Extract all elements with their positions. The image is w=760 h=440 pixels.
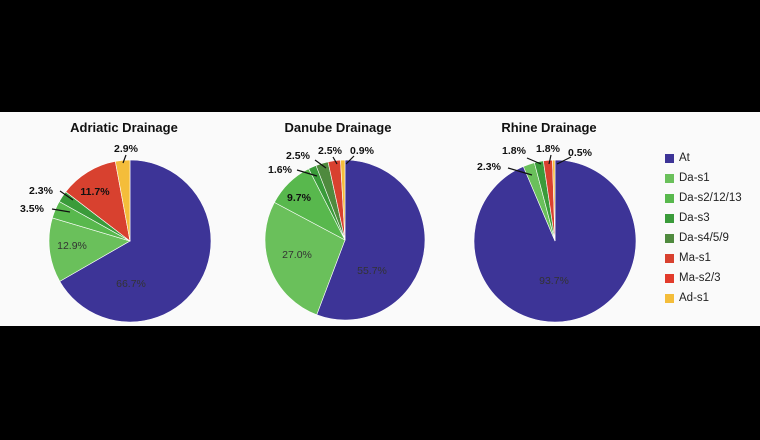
legend-swatch — [665, 273, 674, 283]
legend-swatch — [665, 193, 674, 203]
leader-line — [345, 155, 355, 165]
legend-item-ma-s2-3: Ma-s2/3 — [665, 268, 760, 288]
legend-label: Da-s3 — [679, 212, 710, 224]
legend-label: Ad-s1 — [679, 292, 710, 304]
pie-charts: Adriatic Drainage 66.7% 12.9% 3.5% 2.3% 11.7%… — [20, 120, 637, 323]
legend-label: At — [679, 152, 690, 164]
pie-slice-ad-s1 — [552, 159, 556, 242]
slice-label-da-s1: 2.3% — [477, 161, 502, 173]
pie-adriatic-drainage: Adriatic Drainage 66.7% 12.9% 3.5% 2.3% 11.7%… — [20, 120, 212, 323]
slice-label-ma-s1: 1.8% — [536, 143, 561, 155]
legend-item-at: At — [665, 148, 760, 168]
leader-line — [332, 156, 338, 165]
pie-slice-da-s1 — [48, 217, 131, 282]
leader-line — [556, 156, 572, 165]
leader-line — [122, 154, 127, 164]
legend-label: Ma-s2/3 — [679, 272, 721, 284]
leader-line — [548, 154, 552, 165]
pie-slice-ad-s1 — [114, 159, 131, 242]
leader-line — [526, 157, 542, 165]
slice-label-ad-s1: 2.9% — [114, 143, 139, 155]
legend-item-da-s3: Da-s3 — [665, 208, 760, 228]
slice-label-da-s3: 1.6% — [268, 164, 293, 176]
legend-swatch — [665, 253, 674, 263]
legend-label: Ma-s1 — [679, 252, 711, 264]
slice-label-da-s3: 1.8% — [502, 145, 527, 157]
chart-title: Danube Drainage — [285, 120, 392, 135]
legend-item-da-s2-12-13: Da-s2/12/13 — [665, 188, 760, 208]
slice-label-da-s2-12-13: 3.5% — [20, 203, 45, 215]
legend-label: Da-s4/5/9 — [679, 232, 729, 244]
slice-label-at: 93.7% — [539, 275, 569, 287]
slice-label-da-s4-5-9: 2.5% — [286, 150, 311, 162]
legend-item-da-s1: Da-s1 — [665, 168, 760, 188]
legend-swatch — [665, 153, 674, 163]
legend-item-ma-s1: Ma-s1 — [665, 248, 760, 268]
leader-line — [51, 208, 71, 213]
figure-panel: Adriatic Drainage 66.7% 12.9% 3.5% 2.3% 11.7%… — [0, 112, 760, 326]
leader-line — [507, 167, 533, 176]
leader-line — [296, 169, 318, 177]
pie-slice-at — [59, 159, 212, 323]
chart-title: Rhine Drainage — [501, 120, 596, 135]
slice-label-ma-s1: 2.5% — [318, 145, 343, 157]
legend-swatch — [665, 233, 674, 243]
legend-item-da-s4-5-9: Da-s4/5/9 — [665, 228, 760, 248]
leader-line — [314, 159, 327, 169]
slice-label-at: 66.7% — [116, 278, 146, 290]
slice-label-da-s1: 27.0% — [282, 249, 312, 261]
slice-label-da-s2-12-13: 9.7% — [287, 192, 312, 204]
legend-swatch — [665, 293, 674, 303]
legend: At Da-s1 Da-s2/12/13 Da-s3 Da-s4/5/9 Ma-s1 Ma-… — [665, 148, 760, 308]
pie-slice-ad-s1 — [340, 159, 346, 241]
legend-swatch — [665, 213, 674, 223]
legend-swatch — [665, 173, 674, 183]
slice-label-da-s3: 2.3% — [29, 185, 54, 197]
slice-label-ma-s1: 11.7% — [80, 186, 110, 198]
legend-item-ad-s1: Ad-s1 — [665, 288, 760, 308]
slice-label-ad-s1: 0.9% — [350, 145, 375, 157]
pie-danube-drainage: Danube Drainage 55.7% 27.0% 9.7% 1.6% 2.5% 2.5… — [264, 120, 426, 321]
slice-label-da-s1: 12.9% — [57, 240, 87, 252]
pie-slice-da-s1 — [264, 202, 346, 316]
slice-label-ad-s1: 0.5% — [568, 147, 593, 159]
leader-line — [59, 190, 74, 201]
chart-title: Adriatic Drainage — [70, 120, 178, 135]
legend-label: Da-s2/12/13 — [679, 192, 742, 204]
pie-slice-at — [316, 159, 426, 321]
legend-label: Da-s1 — [679, 172, 710, 184]
slice-label-at: 55.7% — [357, 265, 387, 277]
